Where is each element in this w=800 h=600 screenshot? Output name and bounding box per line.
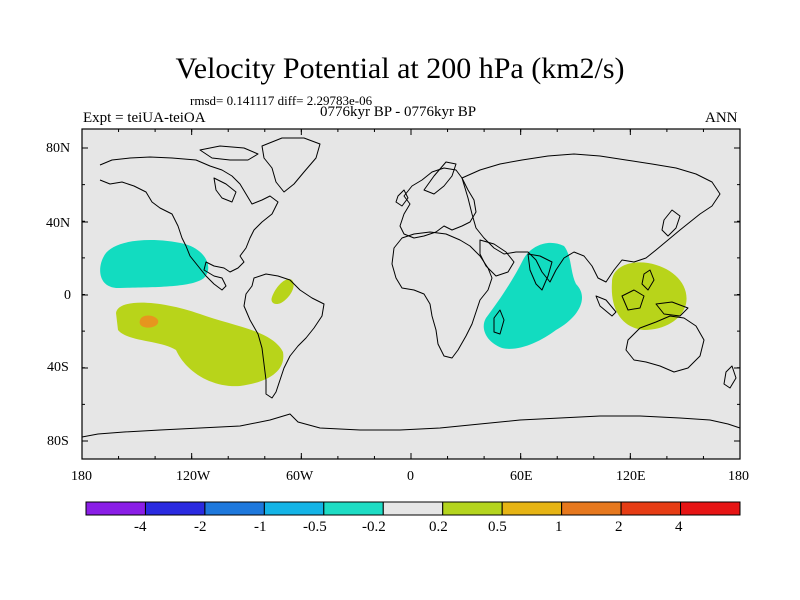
lon-tick-label: 0: [407, 469, 414, 484]
lon-tick-label: 180: [728, 469, 749, 484]
colorbar-swatch: [442, 501, 503, 516]
negative-region-indian-ocean: [483, 242, 583, 349]
coastline-madagascar: [493, 309, 505, 335]
coastline-europe: [399, 167, 477, 239]
lat-tick-label: 80N: [46, 141, 71, 156]
coastline-asia: [461, 153, 721, 283]
lat-tick-label: 40N: [46, 216, 71, 231]
coastline-south-america: [243, 273, 325, 399]
positive-region-maritime-continent: [611, 262, 687, 330]
coastline-india: [527, 253, 553, 291]
negative-region-north-pacific: [100, 240, 209, 289]
coastline-africa: [391, 231, 493, 359]
colorbar-swatch: [680, 501, 741, 516]
lon-tick-label: 60W: [286, 469, 314, 484]
coastline-australia: [625, 315, 705, 373]
lon-tick-label: 60E: [510, 469, 533, 484]
period-label: 0776kyr BP - 0776kyr BP: [320, 104, 477, 120]
figure-title: Velocity Potential at 200 hPa (km2/s): [175, 52, 625, 85]
colorbar-label: 0.5: [488, 519, 507, 535]
colorbar-label: 2: [615, 519, 623, 535]
colorbar-label: 1: [555, 519, 563, 535]
colorbar-swatch: [620, 501, 682, 516]
coastline-arabia: [479, 239, 515, 277]
colorbar-label: -4: [134, 519, 147, 535]
colorbar-label: -0.5: [303, 519, 327, 535]
colorbar-swatch: [323, 501, 384, 516]
coastlines: [81, 137, 741, 438]
lat-tick-label: 80S: [47, 434, 69, 449]
axis-ticks: [81, 129, 741, 459]
colorbar-swatch: [144, 501, 206, 516]
lon-tick-label: 180: [71, 469, 92, 484]
colorbar-label: -2: [194, 519, 207, 535]
coastline-new-zealand: [723, 365, 737, 389]
colorbar-label: -0.2: [362, 519, 386, 535]
lon-tick-label: 120W: [176, 469, 211, 484]
colorbar-swatch: [501, 501, 563, 516]
colorbar-swatch: [382, 501, 444, 516]
coastline-sumatra: [595, 295, 617, 317]
colorbar-label: 0.2: [429, 519, 448, 535]
stats-text: rmsd= 0.141117 diff= 2.29783e-06: [190, 93, 373, 108]
colorbar-swatch: [263, 501, 325, 516]
experiment-label: Expt = teiUA-teiOA: [83, 110, 206, 126]
lon-tick-label: 120E: [616, 469, 646, 484]
lat-tick-label: 40S: [47, 360, 69, 375]
colorbar-label: 4: [675, 519, 683, 535]
coastline-japan: [661, 209, 681, 237]
season-label: ANN: [705, 110, 738, 126]
colorbar: [85, 501, 741, 516]
coastline-hudson-bay: [213, 177, 237, 203]
coastline-new-guinea: [655, 301, 689, 317]
colorbar-swatch: [204, 501, 265, 516]
coastline-greenland: [261, 137, 321, 193]
coastline-british-isles: [395, 189, 409, 207]
coastline-canadian-islands: [199, 145, 259, 161]
colorbar-swatch: [85, 501, 146, 516]
positive-region-amazon: [271, 279, 294, 305]
coastline-borneo: [621, 289, 645, 311]
peak-region-south-pacific: [139, 315, 159, 328]
colorbar-label: -1: [254, 519, 267, 535]
coastline-philippines: [641, 269, 655, 291]
lat-tick-label: 0: [64, 288, 71, 303]
positive-region-south-pacific: [116, 302, 284, 387]
colorbar-swatch: [561, 501, 622, 516]
coastline-scandinavia: [423, 161, 457, 195]
coastline-north-america: [99, 156, 279, 291]
coastline-antarctica: [81, 413, 741, 438]
shaded-regions: [100, 240, 687, 387]
